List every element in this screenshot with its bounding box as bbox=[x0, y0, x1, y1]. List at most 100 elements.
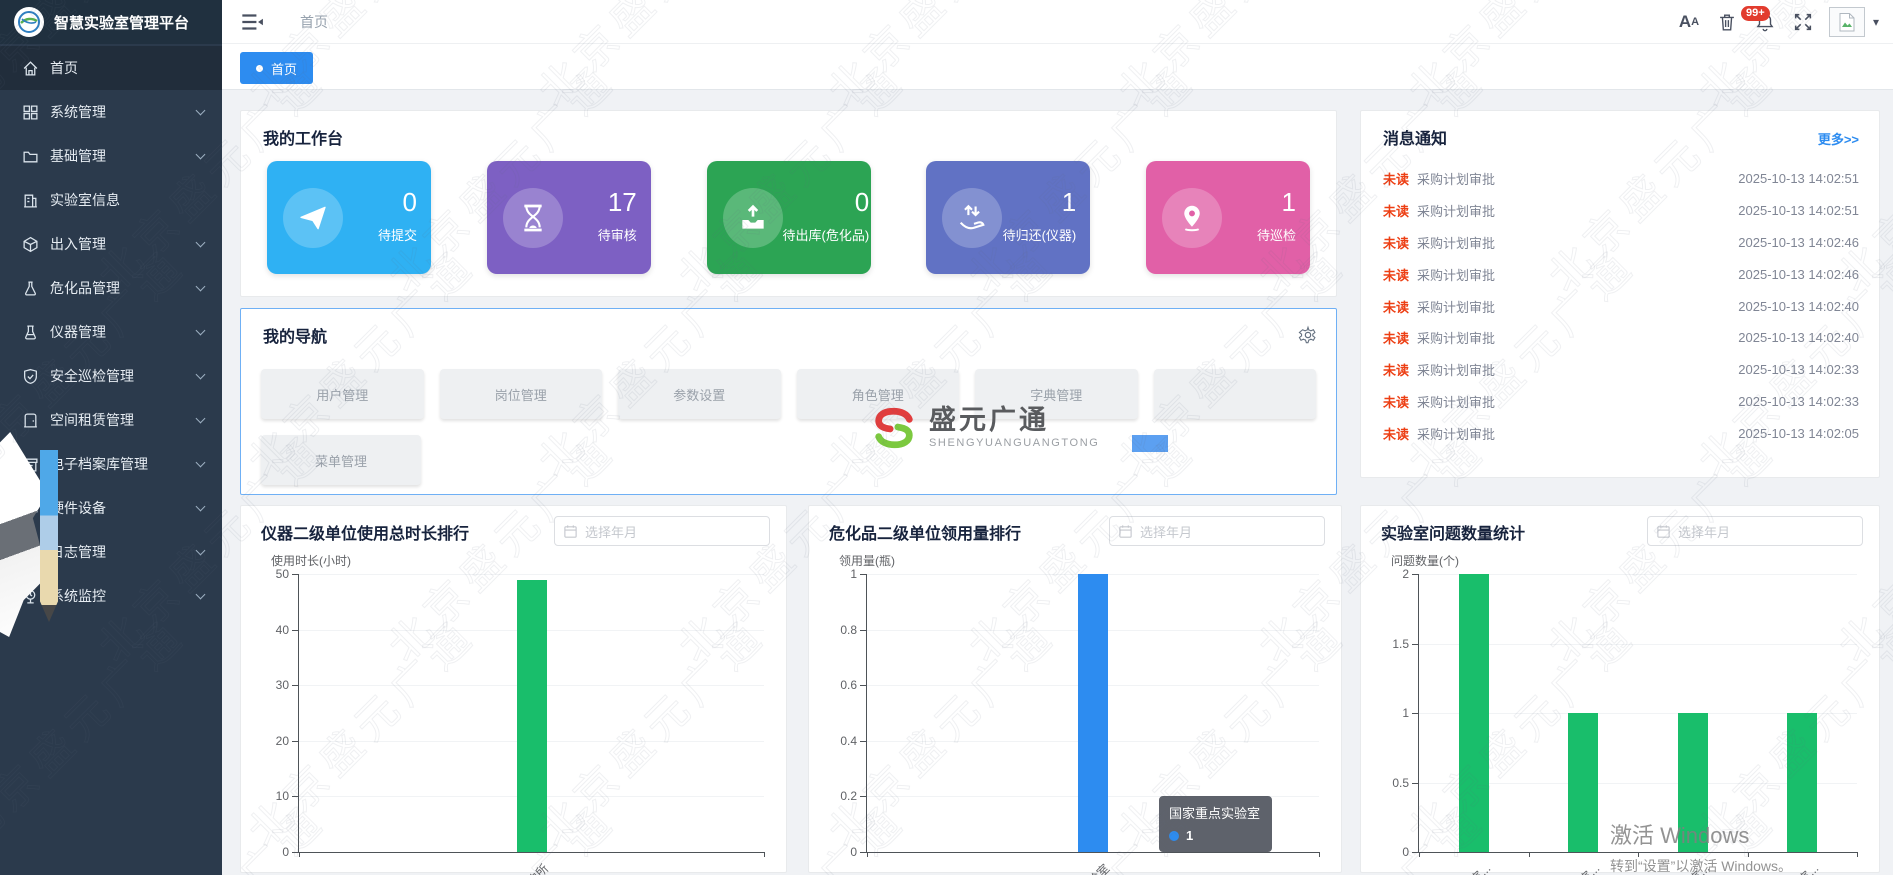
workbench-card-label: 待巡检 bbox=[1256, 228, 1296, 243]
message-row-4[interactable]: 未读 采购计划审批 2025-10-13 14:02:40 bbox=[1383, 290, 1859, 322]
windows-activation-watermark: 激活 Windows 转到“设置”以激活 Windows。 bbox=[1610, 818, 1792, 875]
workbench-card-label: 待提交 bbox=[377, 228, 417, 243]
gear-icon[interactable] bbox=[1298, 325, 1318, 345]
y-tick-label: 40 bbox=[275, 622, 289, 637]
y-tick-mark bbox=[1412, 713, 1418, 714]
chevron-down-icon bbox=[195, 589, 206, 599]
message-row-2[interactable]: 未读 采购计划审批 2025-10-13 14:02:46 bbox=[1383, 227, 1859, 259]
x-axis-line bbox=[861, 852, 1319, 853]
workbench-card-2[interactable]: 0 待出库(危化品) bbox=[706, 161, 871, 274]
nav-button-5[interactable] bbox=[1153, 369, 1316, 419]
tooltip-series-dot bbox=[1169, 830, 1179, 841]
sidebar-item-5[interactable]: 危化品管理 bbox=[0, 266, 222, 310]
y-tick-mark bbox=[292, 629, 298, 631]
message-text: 采购计划审批 bbox=[1417, 267, 1496, 283]
bar-1[interactable] bbox=[1568, 713, 1599, 852]
message-row-7[interactable]: 未读 采购计划审批 2025-10-13 14:02:33 bbox=[1383, 386, 1859, 418]
y-tick-label: 0 bbox=[850, 845, 857, 859]
nav-button-row2-0[interactable]: 菜单管理 bbox=[261, 435, 421, 485]
breadcrumb[interactable]: 首页 bbox=[300, 13, 328, 30]
message-row-8[interactable]: 未读 采购计划审批 2025-10-13 14:02:05 bbox=[1383, 417, 1859, 449]
message-row-1[interactable]: 未读 采购计划审批 2025-10-13 14:02:51 bbox=[1383, 195, 1859, 227]
bar-2[interactable] bbox=[1677, 713, 1708, 852]
fullscreen-icon[interactable] bbox=[1791, 10, 1815, 34]
gridline bbox=[1419, 574, 1857, 575]
message-row-0[interactable]: 未读 采购计划审批 2025-10-13 14:02:51 bbox=[1383, 163, 1859, 195]
chart-plot: 00.511.52清洁生产实验室实验室...清洁生产实验室实验室...清洁生产实… bbox=[1391, 567, 1858, 875]
gridline bbox=[1419, 713, 1857, 714]
nav-button-3[interactable]: 角色管理 bbox=[796, 369, 959, 419]
chart-plot: 0 10 20 30 40 50 湖泊所 bbox=[276, 567, 765, 875]
workbench-card-3[interactable]: 1 待归还(仪器) bbox=[926, 161, 1091, 274]
workbench-card-label: 待归还(仪器) bbox=[1002, 228, 1077, 243]
workbench-card-0[interactable]: 0 待提交 bbox=[267, 161, 431, 274]
notification-badge: 99+ bbox=[1740, 6, 1770, 21]
sidebar-item-4[interactable]: 出入管理 bbox=[0, 222, 222, 266]
x-tick-mark bbox=[1747, 852, 1749, 857]
bar-0[interactable] bbox=[1078, 574, 1108, 852]
sidebar-item-3[interactable]: 实验室信息 bbox=[0, 178, 222, 222]
trash-icon[interactable] bbox=[1715, 10, 1739, 34]
y-tick-label: 0.5 bbox=[1392, 775, 1409, 790]
sidebar-item-label: 安全巡检管理 bbox=[50, 368, 134, 384]
nav-button-4[interactable]: 字典管理 bbox=[975, 369, 1138, 419]
sidebar-item-7[interactable]: 安全巡检管理 bbox=[0, 354, 222, 398]
sidebar-item-6[interactable]: 仪器管理 bbox=[0, 310, 222, 354]
avatar-dropdown-caret[interactable]: ▾ bbox=[1872, 15, 1879, 29]
bar-3[interactable] bbox=[1787, 713, 1818, 852]
date-picker-input[interactable]: 选择年月 bbox=[1647, 516, 1863, 546]
avatar[interactable] bbox=[1828, 7, 1865, 37]
y-tick-mark bbox=[1412, 782, 1418, 784]
sidebar-item-1[interactable]: 系统管理 bbox=[0, 90, 222, 134]
y-axis-line bbox=[298, 574, 299, 853]
chevron-down-icon bbox=[195, 545, 206, 555]
workbench-panel: 我的工作台 0 待提交 17 待审核 0 待出库(危化品) 1 待归还(仪器) 1 待巡检 bbox=[240, 110, 1337, 297]
x-tick-mark bbox=[764, 852, 765, 857]
messages-title: 消息通知 bbox=[1383, 131, 1448, 148]
sidebar-item-0[interactable]: 首页 bbox=[0, 46, 222, 90]
workbench-card-1[interactable]: 17 待审核 bbox=[486, 161, 651, 274]
date-picker-input[interactable]: 选择年月 bbox=[1109, 516, 1325, 546]
collapse-menu-icon[interactable] bbox=[238, 9, 264, 35]
outbox-icon bbox=[722, 187, 783, 248]
y-axis-label: 使用时长(小时) bbox=[271, 554, 351, 568]
x-tick-mark bbox=[1638, 852, 1639, 857]
return-icon bbox=[942, 187, 1003, 248]
workbench-card-label: 待出库(危化品) bbox=[782, 228, 870, 243]
y-tick-mark bbox=[292, 685, 298, 687]
nav-button-0[interactable]: 用户管理 bbox=[261, 369, 424, 419]
grid-icon bbox=[22, 104, 39, 121]
unread-tag: 未读 bbox=[1383, 331, 1410, 347]
tab-home[interactable]: 首页 bbox=[240, 52, 314, 84]
message-row-6[interactable]: 未读 采购计划审批 2025-10-13 14:02:33 bbox=[1383, 354, 1859, 386]
sidebar-item-8[interactable]: 空间租赁管理 bbox=[0, 398, 222, 442]
nav-button-2[interactable]: 参数设置 bbox=[618, 369, 781, 419]
workbench-card-4[interactable]: 1 待巡检 bbox=[1146, 161, 1310, 274]
nav-button-1[interactable]: 岗位管理 bbox=[439, 369, 602, 419]
y-tick-label: 1 bbox=[1402, 706, 1409, 720]
date-picker-input[interactable]: 选择年月 bbox=[554, 516, 770, 546]
flask-icon bbox=[22, 280, 39, 297]
app-logo-icon bbox=[14, 7, 44, 37]
company-logo-en: SHENGYUANGUANGTONG bbox=[929, 437, 1100, 449]
sidebar-item-2[interactable]: 基础管理 bbox=[0, 134, 222, 178]
tab-strip: 首页 bbox=[222, 44, 1893, 90]
message-row-3[interactable]: 未读 采购计划审批 2025-10-13 14:02:46 bbox=[1383, 258, 1859, 290]
message-row-5[interactable]: 未读 采购计划审批 2025-10-13 14:02:40 bbox=[1383, 322, 1859, 354]
tab-label: 首页 bbox=[271, 61, 298, 77]
y-tick-label: 0 bbox=[282, 845, 289, 859]
bell-icon[interactable]: 99+ bbox=[1740, 6, 1777, 34]
workbench-card-label: 待审核 bbox=[597, 228, 637, 243]
my-navigation-title: 我的导航 bbox=[263, 329, 328, 346]
bar-0[interactable] bbox=[516, 579, 547, 852]
messages-more-link[interactable]: 更多>> bbox=[1817, 132, 1859, 147]
bar-0[interactable] bbox=[1458, 574, 1489, 852]
app-title: 智慧实验室管理平台 bbox=[54, 14, 190, 32]
y-tick-label: 2 bbox=[1402, 567, 1409, 581]
main-content: 我的工作台 0 待提交 17 待审核 0 待出库(危化品) 1 待归还(仪器) 1 待巡检 消息通… bbox=[222, 90, 1893, 875]
company-logo-cn: 盛元广通 bbox=[929, 405, 1049, 435]
messages-panel: 消息通知 更多>> 未读 采购计划审批 2025-10-13 14:02:51 未读采… bbox=[1360, 110, 1880, 478]
date-placeholder: 选择年月 bbox=[1140, 524, 1193, 540]
unread-tag: 未读 bbox=[1383, 172, 1410, 188]
